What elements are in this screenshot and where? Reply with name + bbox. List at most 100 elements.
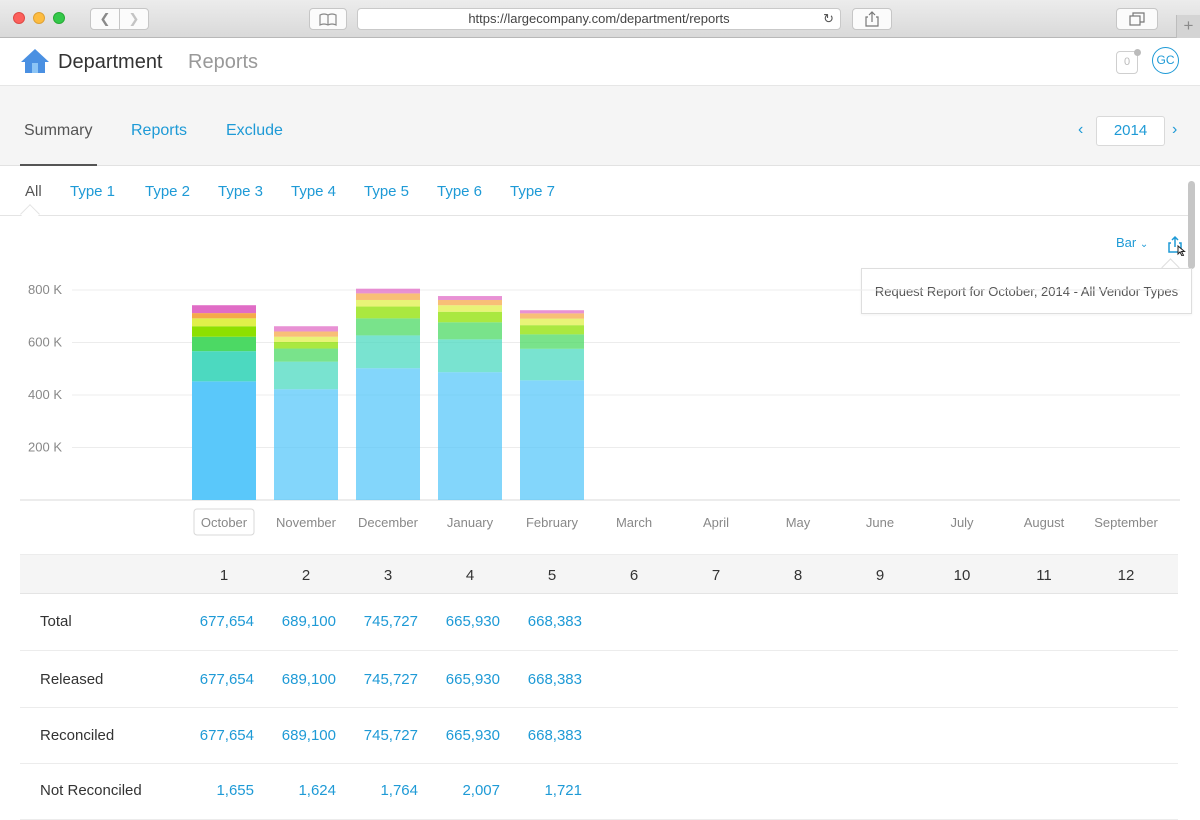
- row-value-link[interactable]: 677,654: [199, 727, 254, 744]
- type-tab-2[interactable]: Type 2: [145, 183, 191, 200]
- x-tick-label[interactable]: August: [1024, 515, 1065, 530]
- x-tick-label[interactable]: October: [201, 515, 248, 530]
- bar-segment[interactable]: [192, 305, 256, 314]
- x-tick-label[interactable]: March: [616, 515, 652, 530]
- bar-segment[interactable]: [520, 380, 584, 500]
- bar-segment[interactable]: [520, 318, 584, 326]
- reload-icon[interactable]: ↻: [823, 11, 834, 26]
- x-tick-label[interactable]: September: [1094, 515, 1158, 530]
- row-value-link[interactable]: 689,100: [281, 613, 336, 630]
- zoom-window-button[interactable]: [53, 12, 65, 24]
- row-value-link[interactable]: 1,764: [380, 782, 418, 799]
- bar-segment[interactable]: [438, 299, 502, 306]
- bar-segment[interactable]: [192, 351, 256, 382]
- bar-segment[interactable]: [356, 293, 420, 300]
- bar-segment[interactable]: [274, 341, 338, 349]
- bar-segment[interactable]: [356, 368, 420, 500]
- bar-segment[interactable]: [520, 348, 584, 381]
- row-value-link[interactable]: 668,383: [527, 671, 582, 688]
- bar-segment[interactable]: [520, 325, 584, 335]
- row-value-link[interactable]: 677,654: [199, 671, 254, 688]
- year-selector[interactable]: 2014: [1096, 116, 1165, 146]
- row-value-link[interactable]: 689,100: [281, 671, 336, 688]
- share-button[interactable]: [852, 8, 892, 30]
- tab-exclude[interactable]: Exclude: [226, 122, 283, 139]
- type-tab-5[interactable]: Type 5: [364, 183, 410, 200]
- row-value-link[interactable]: 665,930: [445, 613, 500, 630]
- vertical-scrollbar[interactable]: [1188, 181, 1195, 269]
- show-tabs-button[interactable]: [1116, 8, 1158, 30]
- tab-summary[interactable]: Summary: [24, 122, 93, 139]
- row-value-link[interactable]: 689,100: [281, 727, 336, 744]
- bar-segment[interactable]: [274, 361, 338, 390]
- type-tab-6[interactable]: Type 6: [437, 183, 483, 200]
- row-value-link[interactable]: 677,654: [199, 613, 254, 630]
- new-tab-button[interactable]: +: [1176, 15, 1200, 38]
- row-value-link[interactable]: 1,721: [544, 782, 582, 799]
- bar-segment[interactable]: [356, 299, 420, 307]
- row-value-link[interactable]: 668,383: [527, 613, 582, 630]
- next-year-chevron-icon[interactable]: ›: [1172, 121, 1178, 138]
- x-tick-label[interactable]: February: [526, 515, 579, 530]
- row-value-link[interactable]: 665,930: [445, 727, 500, 744]
- notification-badge[interactable]: 0: [1116, 51, 1138, 74]
- type-tab-7[interactable]: Type 7: [510, 183, 556, 200]
- address-bar[interactable]: https://largecompany.com/department/repo…: [357, 8, 841, 30]
- browser-toolbar: ❮ ❯ https://largecompany.com/department/…: [0, 0, 1200, 38]
- row-value-link[interactable]: 2,007: [462, 782, 500, 799]
- home-icon[interactable]: [20, 48, 50, 74]
- x-tick-label[interactable]: December: [358, 515, 419, 530]
- bar-segment[interactable]: [192, 318, 256, 327]
- bar-segment[interactable]: [356, 288, 420, 294]
- bar-segment[interactable]: [438, 372, 502, 500]
- bar-segment[interactable]: [438, 311, 502, 323]
- type-tab-4[interactable]: Type 4: [291, 183, 337, 200]
- reader-button[interactable]: [309, 8, 347, 30]
- bar-segment[interactable]: [438, 322, 502, 340]
- bar-segment[interactable]: [520, 334, 584, 349]
- bar-segment[interactable]: [192, 313, 256, 319]
- x-tick-label[interactable]: June: [866, 515, 894, 530]
- export-report-icon[interactable]: [1166, 234, 1188, 256]
- bar-segment[interactable]: [356, 306, 420, 319]
- bar-segment[interactable]: [438, 296, 502, 300]
- tab-reports[interactable]: Reports: [131, 122, 188, 139]
- bar-segment[interactable]: [356, 335, 420, 369]
- bar-segment[interactable]: [438, 305, 502, 312]
- minimize-window-button[interactable]: [33, 12, 45, 24]
- x-tick-label[interactable]: July: [950, 515, 974, 530]
- x-tick-label[interactable]: November: [276, 515, 337, 530]
- bar-segment[interactable]: [520, 313, 584, 319]
- row-value-link[interactable]: 745,727: [363, 613, 418, 630]
- row-value-link[interactable]: 1,624: [298, 782, 336, 799]
- x-tick-label[interactable]: January: [447, 515, 494, 530]
- x-tick-label[interactable]: April: [703, 515, 729, 530]
- bar-segment[interactable]: [520, 310, 584, 314]
- bar-segment[interactable]: [356, 318, 420, 336]
- row-value-link[interactable]: 745,727: [363, 671, 418, 688]
- bar-segment[interactable]: [192, 326, 256, 337]
- close-window-button[interactable]: [13, 12, 25, 24]
- x-tick-label[interactable]: May: [786, 515, 811, 530]
- bar-segment[interactable]: [274, 326, 338, 332]
- row-value-link[interactable]: 668,383: [527, 727, 582, 744]
- forward-button[interactable]: ❯: [119, 8, 149, 30]
- row-value-link[interactable]: 665,930: [445, 671, 500, 688]
- bar-segment[interactable]: [274, 336, 338, 342]
- bar-segment[interactable]: [274, 348, 338, 362]
- bar-segment[interactable]: [274, 331, 338, 337]
- type-tab-3[interactable]: Type 3: [218, 183, 264, 200]
- bar-segment[interactable]: [274, 389, 338, 500]
- bar-segment[interactable]: [192, 336, 256, 352]
- app-name[interactable]: Department: [58, 51, 163, 73]
- bar-segment[interactable]: [192, 381, 256, 500]
- row-value-link[interactable]: 1,655: [216, 782, 254, 799]
- avatar[interactable]: GC: [1152, 47, 1179, 74]
- row-value-link[interactable]: 745,727: [363, 727, 418, 744]
- type-tab-1[interactable]: Type 1: [70, 183, 116, 200]
- back-button[interactable]: ❮: [90, 8, 120, 30]
- previous-year-chevron-icon[interactable]: ‹: [1078, 121, 1084, 138]
- type-tab-all[interactable]: All: [25, 183, 42, 200]
- bar-segment[interactable]: [438, 339, 502, 373]
- chart-type-dropdown[interactable]: Bar ⌄: [1116, 235, 1148, 250]
